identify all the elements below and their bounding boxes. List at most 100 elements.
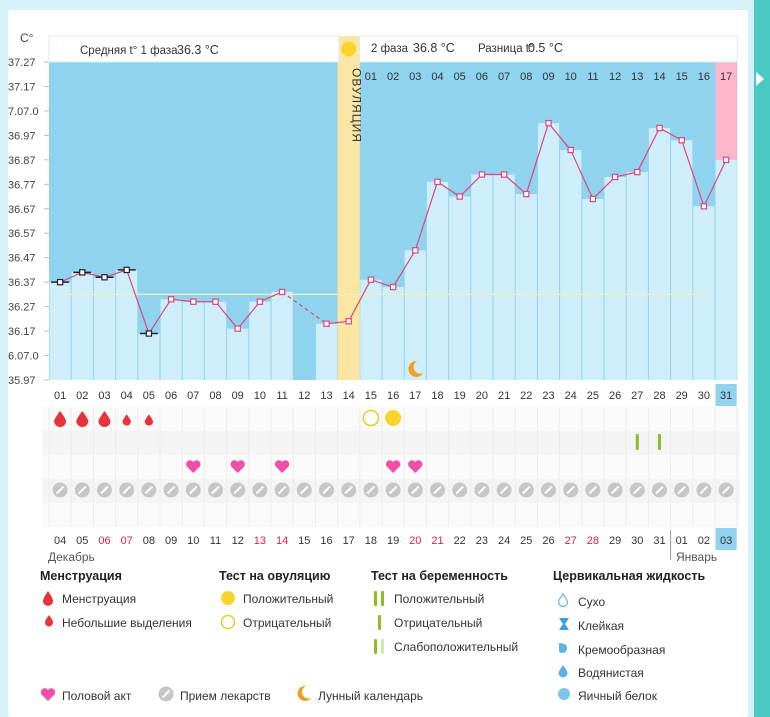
pregnancy-test-icon — [635, 434, 639, 450]
pill-slash — [189, 485, 198, 495]
temperature-segment — [525, 122, 550, 195]
pill-slash — [322, 485, 331, 495]
date-label: 20 — [409, 535, 421, 547]
pill-slash — [455, 485, 464, 495]
temperature-point — [56, 278, 64, 286]
spotting-drop-icon — [144, 414, 154, 426]
temperature-segment — [326, 320, 349, 325]
date-label: 04 — [54, 535, 66, 547]
cycle-day-label: 25 — [587, 390, 599, 402]
intercourse-heart-icon — [230, 460, 245, 473]
heart-icon — [40, 687, 56, 705]
phase2-day: 11 — [587, 71, 598, 83]
pill-slash — [55, 485, 65, 495]
y-tick-label: 36.97 — [8, 130, 36, 142]
y-tick-label: 35.97 — [8, 375, 36, 387]
pill-slash — [122, 485, 131, 495]
temperature-point — [412, 247, 419, 254]
temperature-point — [722, 156, 730, 164]
blood-drop-icon — [42, 590, 54, 609]
pill-slash — [388, 485, 398, 495]
temperature-point — [656, 124, 663, 132]
pill-slash — [566, 485, 575, 495]
cycle-day-label: 19 — [454, 390, 466, 402]
y-tick-label: 36.27 — [8, 302, 36, 314]
cycle-day-label: 04 — [121, 390, 133, 402]
date-label: 14 — [276, 535, 288, 547]
temperature-bar — [249, 301, 271, 380]
date-label: 25 — [520, 535, 532, 547]
temperature-segment — [370, 279, 394, 288]
temperature-point — [167, 296, 175, 303]
temperature-bar — [671, 140, 693, 380]
cycle-day-label: 16 — [387, 390, 399, 402]
cycle-day-label: 05 — [143, 390, 155, 402]
marker-row — [42, 503, 740, 527]
legend-menstruation: Менструация — [62, 592, 137, 606]
temperature-bar — [138, 333, 160, 380]
cycle-day-label: 27 — [631, 390, 643, 402]
date-label: 03 — [720, 535, 732, 547]
temperature-bar — [560, 150, 582, 380]
date-label: 22 — [454, 535, 466, 547]
date-label: 26 — [542, 535, 554, 547]
y-tick-label: 6.07.0 — [8, 351, 39, 363]
cycle-day-label: 03 — [98, 390, 110, 402]
phase2-day: 09 — [542, 71, 554, 83]
temperature-point — [567, 146, 574, 154]
temperature-point — [478, 171, 486, 178]
phase1-header — [48, 35, 340, 63]
temperature-point — [678, 137, 685, 144]
diff-label: Разница t° — [478, 43, 534, 55]
temperature-segment — [104, 269, 127, 278]
pill-slash — [677, 485, 686, 495]
temperature-point — [190, 298, 197, 305]
side-panel-toggle[interactable] — [754, 0, 770, 717]
temperature-point — [345, 318, 352, 325]
cycle-day-label: 07 — [187, 390, 199, 402]
temperature-point — [500, 171, 508, 178]
temperature-bar — [49, 282, 71, 380]
menstruation-drop-icon — [76, 411, 89, 428]
cycle-day-label: 13 — [320, 390, 332, 402]
date-label: 15 — [298, 535, 310, 547]
faint-bar-icon — [373, 639, 387, 658]
legend-lunar: Лунный календарь — [318, 689, 424, 703]
temperature-bar — [71, 272, 93, 380]
y-tick-label: 37.17 — [8, 81, 36, 93]
y-tick-label: 36.37 — [8, 277, 36, 289]
phase2-label: 2 фаза — [371, 43, 409, 55]
temperature-bar — [493, 174, 515, 380]
pill-slash — [633, 485, 642, 495]
cycle-day-label: 18 — [431, 390, 443, 402]
legend-fluid-creamy: Кремообразная — [578, 643, 666, 657]
pill-slash — [721, 485, 731, 495]
date-label: 28 — [587, 535, 599, 547]
intercourse-heart-icon — [408, 460, 423, 473]
lunar-moon-icon — [408, 360, 424, 377]
temperature-segment — [703, 159, 727, 207]
date-label: 17 — [343, 535, 355, 547]
legend-ovulation-title: Тест на овуляцию — [219, 569, 331, 583]
pill-slash — [255, 485, 265, 495]
cycle-day-label: 01 — [54, 390, 66, 402]
phase2-day: 10 — [565, 71, 577, 83]
legend-intercourse: Половой акт — [62, 689, 132, 703]
small-drop-icon — [44, 614, 54, 630]
phase2-day: 14 — [653, 71, 665, 83]
legend-medication: Прием лекарств — [180, 689, 271, 703]
temperature-point — [434, 178, 441, 186]
temperature-point — [123, 266, 130, 274]
y-unit-label: C° — [20, 31, 34, 45]
dry-icon — [557, 592, 569, 610]
phase1-label: Средняя t° 1 фаза — [80, 45, 178, 57]
temperature-segment — [392, 250, 416, 288]
date-label: 01 — [676, 535, 688, 547]
intercourse-heart-icon — [385, 460, 401, 473]
y-tick-label: 7.07.0 — [8, 106, 39, 118]
temperature-bar — [426, 181, 449, 380]
temperature-segment — [636, 127, 661, 173]
egg-white-icon — [557, 687, 571, 704]
pill-slash — [300, 485, 309, 495]
ovulation-label: ОВУЛЯЦИЯ — [350, 68, 364, 143]
